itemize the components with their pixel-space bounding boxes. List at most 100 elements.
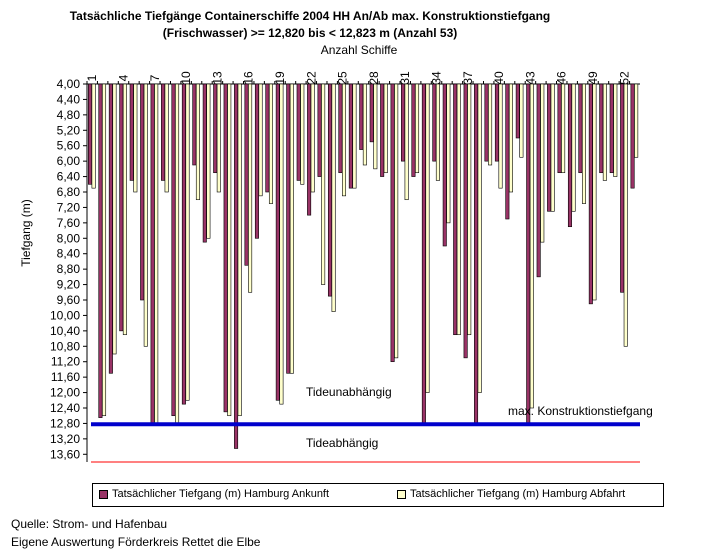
bar-arrival — [317, 83, 322, 177]
bar-departure — [602, 83, 607, 181]
bar-departure — [91, 83, 96, 189]
chart-plot: 4,004,40 4,805,20 5,606,00 6,406,807,20 7,60… — [19, 43, 653, 463]
bar-arrival — [547, 83, 552, 212]
bar-departure — [634, 83, 639, 158]
y-tick-label: 5,20 — [57, 123, 81, 137]
bar-arrival — [296, 83, 301, 181]
bar-departure — [540, 83, 545, 243]
y-axis-label: Tiefgang (m) — [19, 199, 33, 267]
bar-arrival — [88, 83, 93, 185]
bar-arrival — [463, 83, 468, 359]
bar-departure — [143, 83, 148, 347]
bar-departure — [592, 83, 597, 301]
bar-arrival — [620, 83, 625, 293]
x-tick-label: 52 — [617, 71, 631, 85]
bar-arrival — [380, 83, 385, 177]
bar-arrival — [567, 83, 572, 228]
bar-arrival — [275, 83, 280, 401]
annotation-tideabhaengig: Tideabhängig — [306, 436, 378, 450]
legend: Tatsächlicher Tiefgang (m) Hamburg Ankun… — [92, 483, 664, 507]
bar-arrival — [557, 83, 562, 174]
bar-arrival — [515, 83, 520, 139]
y-tick-label: 4,40 — [57, 92, 81, 106]
y-tick-label: 8,80 — [57, 262, 81, 276]
bar-departure — [623, 83, 628, 347]
x-tick-label: 19 — [273, 71, 287, 85]
bar-arrival — [202, 83, 207, 243]
bar-arrival — [286, 83, 291, 374]
bar-arrival — [630, 83, 635, 189]
bar-departure — [373, 83, 378, 170]
x-tick-label: 1 — [85, 74, 99, 81]
bar-departure — [550, 83, 555, 212]
bar-arrival — [432, 83, 437, 162]
legend-swatch-departure — [397, 489, 406, 499]
bar-departure — [112, 83, 117, 355]
y-tick-label: 12,80 — [50, 416, 80, 430]
chart-title-line2: (Frischwasser) >= 12,820 bis < 12,823 m … — [162, 26, 458, 40]
y-tick-label: 13,20 — [50, 432, 80, 446]
bar-departure — [435, 83, 440, 181]
bar-departure — [508, 83, 513, 193]
x-tick-label: 46 — [555, 71, 569, 85]
bar-arrival — [213, 83, 218, 174]
legend-item-arrival: Tatsächlicher Tiefgang (m) Hamburg Ankun… — [99, 488, 329, 500]
x-tick-label: 31 — [398, 71, 412, 85]
bar-departure — [581, 83, 586, 204]
y-tick-label: 11,20 — [51, 355, 80, 369]
bar-departure — [133, 83, 138, 193]
bar-departure — [561, 83, 566, 174]
bar-arrival — [369, 83, 374, 143]
x-tick-label: 37 — [461, 71, 475, 85]
bar-arrival — [223, 83, 228, 413]
y-tick-label: 7,20 — [57, 200, 81, 214]
y-tick-label: 11,60 — [51, 370, 80, 384]
chart-title-line1: Tatsächliche Tiefgänge Containerschiffe … — [69, 9, 551, 23]
bar-departure — [456, 83, 461, 336]
annotation-tideunabhaengig: Tideunabhängig — [306, 385, 392, 399]
bar-arrival — [599, 83, 604, 174]
bar-arrival — [244, 83, 249, 266]
footer-source: Quelle: Strom- und Hafenbau — [11, 517, 168, 531]
y-tick-label: 10,00 — [50, 308, 80, 322]
bar-arrival — [348, 83, 353, 189]
bar-arrival — [588, 83, 593, 305]
x-tick-label: 28 — [367, 71, 381, 85]
bar-departure — [279, 83, 284, 405]
y-tick-label: 6,80 — [57, 185, 81, 199]
bar-arrival — [307, 83, 312, 216]
y-tick-label: 8,00 — [57, 231, 81, 245]
bar-departure — [488, 83, 493, 166]
bar-departure — [404, 83, 409, 201]
y-tick-label: 13,60 — [50, 447, 80, 461]
bar-departure — [289, 83, 294, 374]
bar-arrival — [140, 83, 145, 301]
bar-arrival — [234, 83, 239, 449]
bar-departure — [467, 83, 472, 336]
bar-departure — [310, 83, 315, 193]
bar-arrival — [401, 83, 406, 162]
bar-arrival — [526, 83, 531, 424]
bar-arrival — [359, 83, 364, 150]
bar-arrival — [505, 83, 510, 220]
bar-arrival — [108, 83, 113, 374]
bar-arrival — [265, 83, 270, 193]
y-tick-label: 8,40 — [57, 247, 81, 261]
bar-departure — [122, 83, 127, 336]
y-tick-label: 10,40 — [50, 324, 80, 338]
bar-departure — [227, 83, 232, 417]
bar-departure — [352, 83, 357, 189]
bar-arrival — [150, 83, 155, 424]
bar-departure — [268, 83, 273, 204]
x-tick-label: 25 — [336, 71, 350, 85]
bar-departure — [175, 83, 180, 424]
x-tick-label: 16 — [242, 71, 256, 85]
bar-arrival — [578, 83, 583, 174]
y-tick-label: 6,00 — [57, 154, 81, 168]
bar-arrival — [338, 83, 343, 174]
x-tick-label: 34 — [430, 71, 444, 85]
bar-departure — [394, 83, 399, 359]
y-tick-label: 5,60 — [57, 139, 81, 153]
x-tick-label: 4 — [117, 74, 131, 81]
bar-arrival — [390, 83, 395, 363]
